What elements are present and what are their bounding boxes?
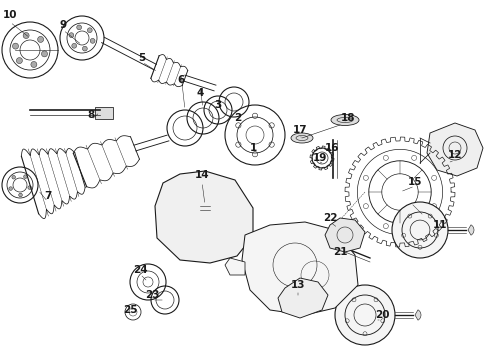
Circle shape	[38, 36, 44, 42]
Text: 10: 10	[3, 10, 17, 20]
Ellipse shape	[291, 133, 313, 143]
Polygon shape	[155, 171, 253, 263]
Circle shape	[335, 285, 395, 345]
Text: 2: 2	[234, 113, 242, 123]
Circle shape	[16, 58, 23, 64]
Circle shape	[392, 202, 448, 258]
Circle shape	[31, 62, 37, 67]
Circle shape	[28, 186, 31, 189]
Circle shape	[23, 32, 29, 39]
Text: 13: 13	[291, 280, 305, 290]
Polygon shape	[427, 123, 483, 176]
Text: 16: 16	[325, 143, 339, 153]
Text: 5: 5	[138, 53, 146, 63]
Polygon shape	[242, 222, 358, 315]
Text: 9: 9	[59, 20, 67, 30]
Circle shape	[9, 187, 12, 190]
Circle shape	[24, 175, 27, 179]
Circle shape	[69, 33, 74, 37]
Circle shape	[42, 51, 48, 57]
Text: 20: 20	[375, 310, 389, 320]
Text: 11: 11	[433, 220, 447, 230]
Circle shape	[72, 43, 76, 48]
Text: 19: 19	[313, 153, 327, 163]
Circle shape	[77, 25, 81, 30]
Circle shape	[90, 39, 95, 43]
Circle shape	[19, 193, 23, 197]
Polygon shape	[325, 218, 365, 252]
Circle shape	[13, 43, 19, 49]
Text: 17: 17	[293, 125, 307, 135]
Text: 18: 18	[341, 113, 355, 123]
Text: 21: 21	[333, 247, 347, 257]
Polygon shape	[225, 258, 245, 275]
Text: 6: 6	[177, 75, 185, 85]
Text: 25: 25	[123, 305, 137, 315]
Text: 7: 7	[44, 191, 51, 201]
Polygon shape	[278, 278, 328, 318]
Text: 22: 22	[323, 213, 337, 223]
Text: 4: 4	[196, 88, 204, 98]
Text: 23: 23	[145, 290, 159, 300]
Text: 3: 3	[215, 100, 221, 110]
Text: 8: 8	[87, 110, 95, 120]
Text: 15: 15	[408, 177, 422, 187]
Circle shape	[12, 175, 16, 179]
Text: 1: 1	[249, 143, 257, 153]
Bar	[95, 107, 113, 119]
Wedge shape	[468, 225, 474, 235]
Text: 14: 14	[195, 170, 209, 180]
Circle shape	[87, 28, 92, 33]
Ellipse shape	[331, 114, 359, 126]
Text: 12: 12	[448, 150, 462, 160]
Text: 24: 24	[133, 265, 147, 275]
Wedge shape	[415, 310, 421, 320]
Circle shape	[82, 46, 87, 51]
